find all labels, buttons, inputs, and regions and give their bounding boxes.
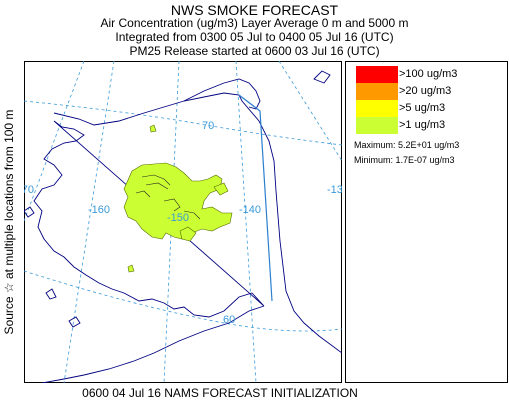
forecast-title: NWS SMOKE FORECAST <box>170 2 339 18</box>
legend-label-5: >5 ug/m3 <box>399 102 446 114</box>
legend-swatch-100 <box>356 66 398 83</box>
plume-contours <box>135 174 201 220</box>
legend-item-20: >20 ug/m3 <box>356 83 506 100</box>
legend-item-1: >1 ug/m3 <box>356 117 506 134</box>
meridian-130-line <box>278 61 342 162</box>
coastline <box>24 70 342 383</box>
alaska-canada-border <box>238 94 273 302</box>
release-start: PM25 Release started at 0600 03 Jul 16 (… <box>129 44 380 58</box>
island-3 <box>68 316 81 328</box>
small-coast-bit <box>313 70 331 84</box>
legend-swatch-20 <box>356 83 398 100</box>
plume-fragment-1 <box>179 226 197 242</box>
legend-label-20: >20 ug/m3 <box>399 85 452 97</box>
initialization-footer: 0600 04 Jul 16 NAMS FORECAST INITIALIZAT… <box>82 386 358 400</box>
legend-label-100: >100 ug/m3 <box>399 68 458 80</box>
contour-1 <box>141 174 171 186</box>
concentration-legend: >100 ug/m3 >20 ug/m3 >5 ug/m3 >1 ug/m3 M… <box>345 61 508 383</box>
lon-label-170: -170 <box>24 184 34 196</box>
meridian-160-line <box>63 61 115 383</box>
smoke-map: -170 -160 -150 -140 -130 70 60 <box>24 61 342 383</box>
integration-period: Integrated from 0300 05 Jul to 0400 05 J… <box>115 30 394 44</box>
legend-swatch-5 <box>356 100 398 117</box>
concentration-subtitle: Air Concentration (ug/m3) Layer Average … <box>100 16 409 30</box>
plume-main <box>123 162 233 240</box>
island-2 <box>45 288 57 300</box>
latitude-70-line <box>24 100 342 146</box>
legend-swatch-1 <box>356 117 398 134</box>
lat-label-60: 60 <box>223 314 235 326</box>
maximum-value: Maximum: 5.2E+01 ug/m3 <box>354 140 460 150</box>
lon-label-160: -160 <box>88 204 110 216</box>
plume-fragment-4 <box>213 182 229 196</box>
source-side-label: Source ☆ at multiple locations from 100 … <box>2 109 16 335</box>
contour-2 <box>145 182 169 190</box>
legend-item-100: >100 ug/m3 <box>356 66 506 83</box>
lon-label-140: -140 <box>239 204 261 216</box>
lon-label-130: -130 <box>327 184 342 196</box>
northern-coast <box>183 78 261 110</box>
alaska-coastline <box>33 92 342 383</box>
latitude-60-line <box>24 270 342 332</box>
contour-5 <box>183 210 201 220</box>
legend-label-1: >1 ug/m3 <box>399 119 446 131</box>
island-1 <box>24 206 35 218</box>
contour-3 <box>135 190 151 198</box>
meridian-170-line <box>24 61 85 222</box>
lon-label-150: -150 <box>167 212 189 224</box>
contour-4 <box>163 198 181 212</box>
lat-label-70: 70 <box>202 120 214 132</box>
plume-fragment-3 <box>127 264 135 273</box>
plume-fragment-2 <box>149 124 157 133</box>
graticule <box>24 61 342 383</box>
minimum-value: Minimum: 1.7E-07 ug/m3 <box>354 155 455 165</box>
smoke-plume <box>123 124 233 273</box>
legend-item-5: >5 ug/m3 <box>356 100 506 117</box>
